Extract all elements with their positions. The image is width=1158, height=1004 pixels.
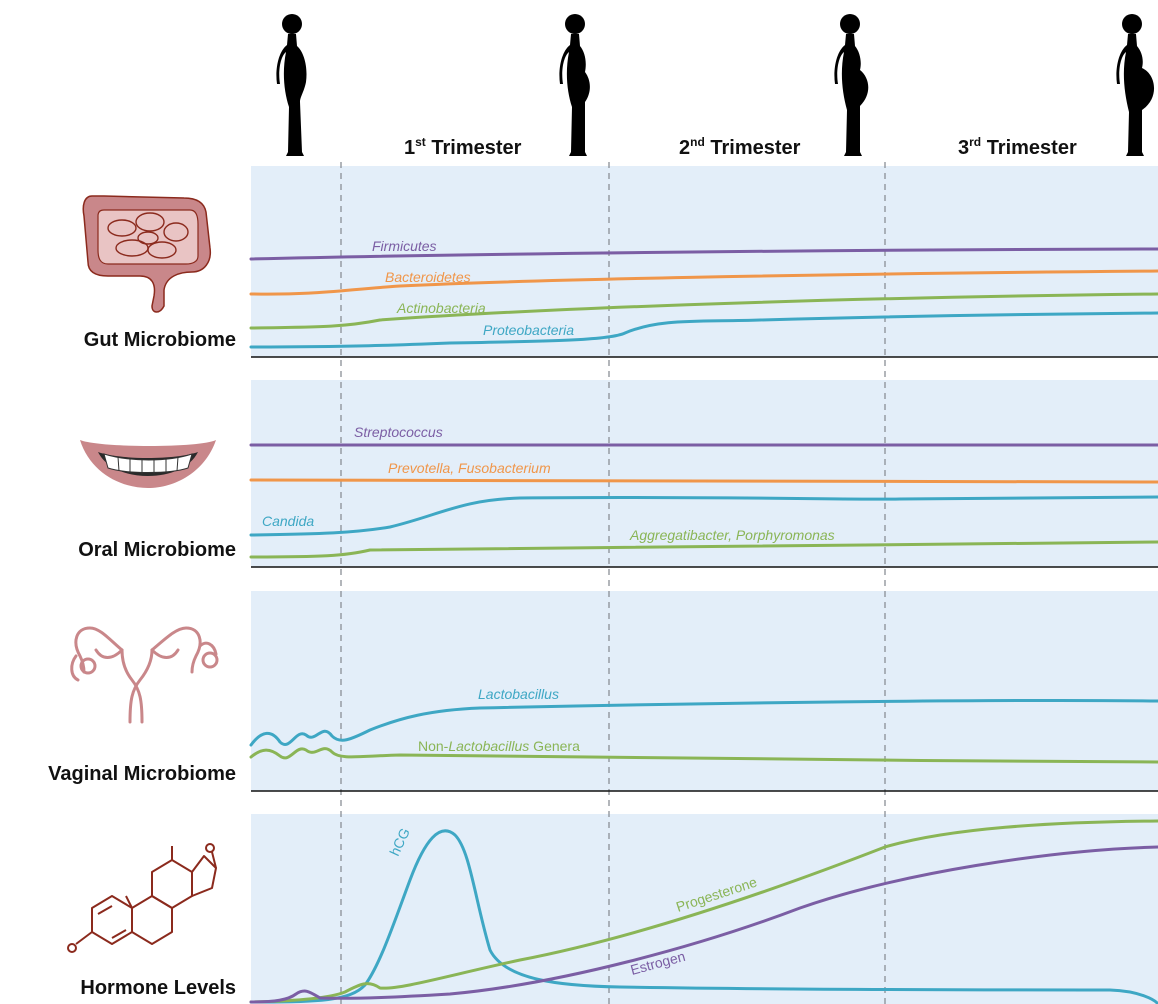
baselines <box>251 356 1158 792</box>
proteobacteria-label: Proteobacteria <box>483 322 574 338</box>
steroid-molecule-icon <box>67 843 217 953</box>
uterus-icon <box>70 626 219 724</box>
aggregatibacter-porphyromonas-label: Aggregatibacter, Porphyromonas <box>629 527 835 543</box>
trimester-2-label: 2nd Trimester <box>679 135 801 159</box>
firmicutes-curve <box>249 247 1158 261</box>
vaginal-curves <box>249 698 1158 764</box>
vaginal-series-labels: Lactobacillus Non-Lactobacillus Genera <box>418 686 580 754</box>
lactobacillus-curve <box>249 698 1158 747</box>
trimester-1-label: 1st Trimester <box>404 135 522 159</box>
hormone-curves <box>249 819 1158 1004</box>
pregnant-woman-silhouette-icon <box>276 14 307 156</box>
streptococcus-label: Streptococcus <box>354 424 443 440</box>
candida-curve <box>249 495 1158 537</box>
oral-series-labels: Streptococcus Prevotella, Fusobacterium … <box>262 424 835 543</box>
pregnant-woman-silhouette-icon <box>559 14 590 156</box>
oral-row-label: Oral Microbiome <box>78 539 236 561</box>
smiling-mouth-icon <box>80 440 216 488</box>
hormone-panel <box>251 814 1158 1004</box>
firmicutes-label: Firmicutes <box>372 238 437 254</box>
non-lactobacillus-curve <box>249 747 1158 764</box>
gut-curves <box>249 247 1158 349</box>
panels <box>251 166 1158 1004</box>
hcg-curve <box>249 829 1158 1004</box>
pregnant-woman-silhouette-icon <box>1116 14 1155 156</box>
trimester-dividers <box>340 162 886 1004</box>
prevotella-fusobacterium-label: Prevotella, Fusobacterium <box>388 460 551 476</box>
actinobacteria-label: Actinobacteria <box>396 300 486 316</box>
trimester-3-label: 3rd Trimester <box>958 135 1077 159</box>
pregnant-woman-silhouette-icon <box>834 14 869 156</box>
trimester-labels: 1st Trimester 2nd Trimester 3rd Trimeste… <box>404 135 1077 159</box>
progesterone-curve <box>249 819 1158 1004</box>
prevotella-fusobacterium-curve <box>249 478 1158 484</box>
vaginal-row-label: Vaginal Microbiome <box>48 763 236 785</box>
silhouettes <box>276 14 1155 156</box>
estrogen-curve <box>249 845 1158 1004</box>
bacteroidetes-curve <box>249 269 1158 296</box>
gut-panel <box>251 166 1158 357</box>
gut-row-label: Gut Microbiome <box>84 329 236 351</box>
lactobacillus-label: Lactobacillus <box>478 686 559 702</box>
aggregatibacter-porphyromonas-curve <box>249 540 1158 559</box>
oral-curves <box>249 443 1158 559</box>
gut-series-labels: Firmicutes Bacteroidetes Actinobacteria … <box>372 238 574 338</box>
candida-label: Candida <box>262 513 314 529</box>
hormone-row-label: Hormone Levels <box>80 977 236 999</box>
actinobacteria-curve <box>249 292 1158 330</box>
bacteroidetes-label: Bacteroidetes <box>385 269 471 285</box>
non-lactobacillus-label: Non-Lactobacillus Genera <box>418 738 580 754</box>
proteobacteria-curve <box>249 311 1158 349</box>
intestine-icon <box>82 195 212 313</box>
oral-panel <box>251 380 1158 567</box>
